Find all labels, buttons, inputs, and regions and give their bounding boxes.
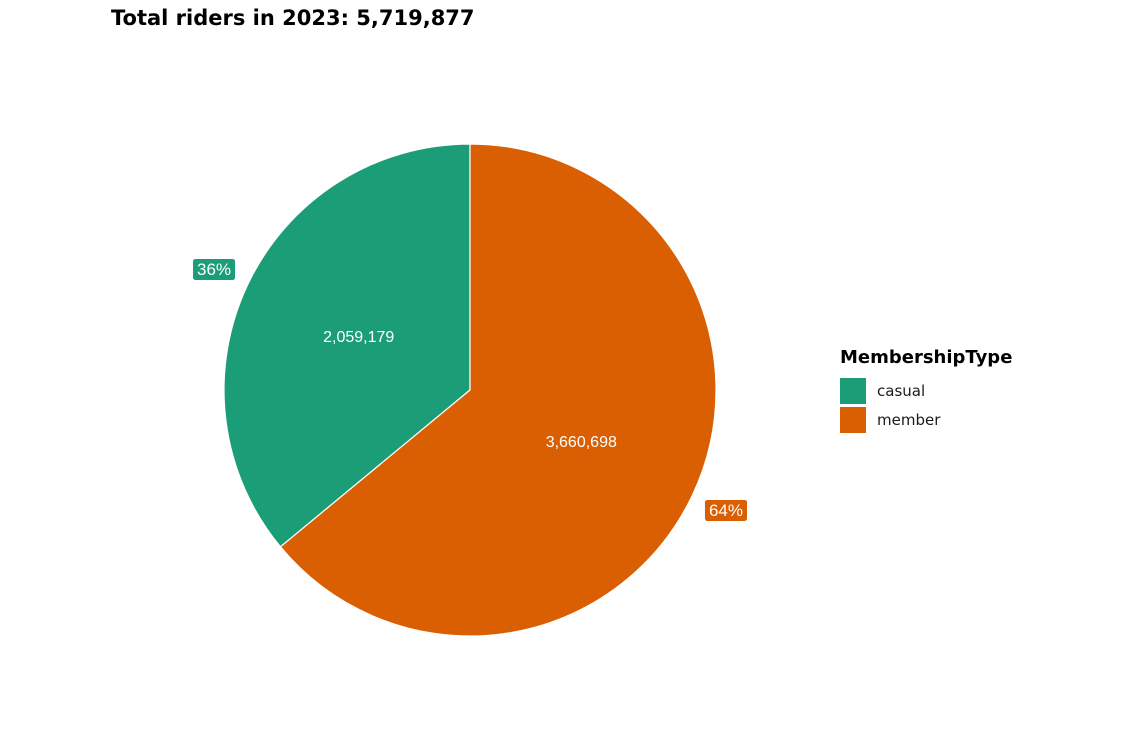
svg-text:36%: 36% [197, 260, 231, 279]
legend-label-casual: casual [877, 381, 926, 400]
percent-label-member: 64% [704, 499, 747, 521]
chart-title: Total riders in 2023: 5,719,877 [111, 6, 475, 30]
legend-item-member: member [840, 405, 1012, 434]
pie-slice-member [279, 143, 717, 637]
value-label-casual: 2,059,179 [323, 329, 394, 346]
percent-label-casual: 36% [193, 259, 236, 281]
svg-text:64%: 64% [709, 501, 743, 520]
legend: MembershipType casual member [840, 347, 1012, 434]
value-label-member: 3,660,698 [546, 434, 617, 451]
legend-label-member: member [877, 410, 941, 429]
legend-item-casual: casual [840, 376, 1012, 405]
pie-slice-casual [223, 143, 471, 548]
legend-swatch-casual [840, 377, 866, 404]
legend-title: MembershipType [840, 347, 1013, 368]
legend-swatch-member [840, 406, 866, 433]
